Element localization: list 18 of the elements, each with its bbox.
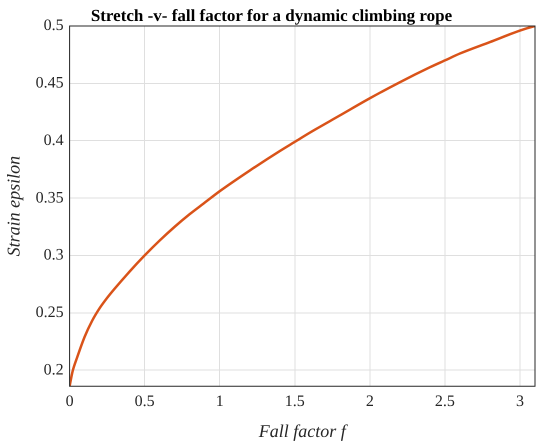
y-tick-label: 0.25 bbox=[36, 304, 64, 321]
y-tick-label: 0.2 bbox=[44, 361, 64, 378]
x-tick-label: 1.5 bbox=[284, 393, 305, 410]
y-tick-label: 0.5 bbox=[44, 17, 64, 34]
y-tick-label: 0.3 bbox=[44, 246, 64, 264]
x-tick-label: 0 bbox=[66, 393, 74, 410]
chart-title: Stretch -v- fall factor for a dynamic climbing rope bbox=[90, 6, 452, 25]
x-axis-title: Fall factor f bbox=[258, 420, 349, 441]
x-tick-label: 2.5 bbox=[434, 393, 455, 410]
y-tick-label: 0.35 bbox=[36, 189, 64, 206]
x-tick-label: 0.5 bbox=[134, 393, 155, 410]
y-tick-label: 0.45 bbox=[36, 74, 64, 92]
x-tick-label: 3 bbox=[516, 393, 524, 410]
y-tick-label: 0.4 bbox=[44, 132, 64, 149]
line-series bbox=[70, 26, 535, 386]
x-tick-label: 1 bbox=[216, 393, 224, 410]
x-tick-label: 2 bbox=[366, 393, 374, 410]
y-axis-title: Strain epsilon bbox=[4, 156, 24, 256]
